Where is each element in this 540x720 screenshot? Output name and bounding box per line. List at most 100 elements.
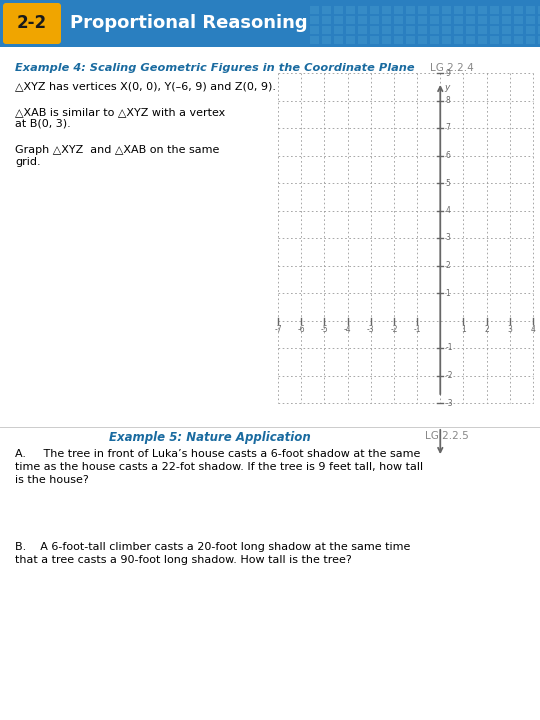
FancyBboxPatch shape <box>418 36 427 44</box>
FancyBboxPatch shape <box>454 26 463 34</box>
FancyBboxPatch shape <box>526 16 535 24</box>
FancyBboxPatch shape <box>478 16 487 24</box>
FancyBboxPatch shape <box>3 3 61 44</box>
FancyBboxPatch shape <box>442 6 451 14</box>
FancyBboxPatch shape <box>310 6 319 14</box>
FancyBboxPatch shape <box>514 6 523 14</box>
Text: -1: -1 <box>413 325 421 335</box>
FancyBboxPatch shape <box>514 16 523 24</box>
FancyBboxPatch shape <box>406 6 415 14</box>
FancyBboxPatch shape <box>382 16 391 24</box>
FancyBboxPatch shape <box>430 16 439 24</box>
FancyBboxPatch shape <box>538 16 540 24</box>
Text: -3: -3 <box>446 398 453 408</box>
FancyBboxPatch shape <box>334 36 343 44</box>
FancyBboxPatch shape <box>454 36 463 44</box>
FancyBboxPatch shape <box>430 36 439 44</box>
FancyBboxPatch shape <box>322 6 331 14</box>
FancyBboxPatch shape <box>418 6 427 14</box>
Text: B.    A 6-foot-tall climber casts a 20-foot long shadow at the same time
that a : B. A 6-foot-tall climber casts a 20-foot… <box>15 542 410 565</box>
Text: 7: 7 <box>446 124 450 132</box>
FancyBboxPatch shape <box>442 26 451 34</box>
FancyBboxPatch shape <box>394 26 403 34</box>
FancyBboxPatch shape <box>526 6 535 14</box>
FancyBboxPatch shape <box>538 26 540 34</box>
FancyBboxPatch shape <box>526 26 535 34</box>
Text: Graph △XYZ  and △XAB on the same
grid.: Graph △XYZ and △XAB on the same grid. <box>15 145 219 166</box>
FancyBboxPatch shape <box>490 16 499 24</box>
FancyBboxPatch shape <box>346 16 355 24</box>
FancyBboxPatch shape <box>406 26 415 34</box>
FancyBboxPatch shape <box>358 36 367 44</box>
Text: 4: 4 <box>531 325 536 335</box>
FancyBboxPatch shape <box>346 6 355 14</box>
FancyBboxPatch shape <box>478 36 487 44</box>
FancyBboxPatch shape <box>394 16 403 24</box>
Text: Proportional Reasoning: Proportional Reasoning <box>70 14 308 32</box>
FancyBboxPatch shape <box>382 36 391 44</box>
FancyBboxPatch shape <box>418 16 427 24</box>
Text: A.     The tree in front of Luka’s house casts a 6-foot shadow at the same
time : A. The tree in front of Luka’s house cas… <box>15 449 423 485</box>
FancyBboxPatch shape <box>382 26 391 34</box>
FancyBboxPatch shape <box>442 16 451 24</box>
FancyBboxPatch shape <box>454 6 463 14</box>
Text: -4: -4 <box>344 325 352 335</box>
FancyBboxPatch shape <box>430 26 439 34</box>
FancyBboxPatch shape <box>514 26 523 34</box>
FancyBboxPatch shape <box>322 26 331 34</box>
Text: -6: -6 <box>298 325 305 335</box>
FancyBboxPatch shape <box>478 6 487 14</box>
FancyBboxPatch shape <box>466 16 475 24</box>
Text: -5: -5 <box>321 325 328 335</box>
Text: LG 2.2.5: LG 2.2.5 <box>425 431 469 441</box>
FancyBboxPatch shape <box>310 16 319 24</box>
FancyBboxPatch shape <box>322 36 331 44</box>
Text: 2-2: 2-2 <box>17 14 47 32</box>
FancyBboxPatch shape <box>358 26 367 34</box>
Text: LG 2.2.4: LG 2.2.4 <box>430 63 474 73</box>
FancyBboxPatch shape <box>502 26 511 34</box>
FancyBboxPatch shape <box>358 16 367 24</box>
Text: 8: 8 <box>446 96 450 105</box>
FancyBboxPatch shape <box>466 36 475 44</box>
FancyBboxPatch shape <box>0 0 540 47</box>
Text: 4: 4 <box>446 206 450 215</box>
Text: 1: 1 <box>446 289 450 297</box>
FancyBboxPatch shape <box>382 6 391 14</box>
FancyBboxPatch shape <box>430 6 439 14</box>
Text: △XAB is similar to △XYZ with a vertex
at B(0, 3).: △XAB is similar to △XYZ with a vertex at… <box>15 107 225 129</box>
FancyBboxPatch shape <box>370 16 379 24</box>
FancyBboxPatch shape <box>502 16 511 24</box>
Text: 2: 2 <box>484 325 489 335</box>
FancyBboxPatch shape <box>478 26 487 34</box>
Text: △XYZ has vertices X(0, 0), Y(–6, 9) and Z(0, 9).: △XYZ has vertices X(0, 0), Y(–6, 9) and … <box>15 81 276 91</box>
FancyBboxPatch shape <box>490 36 499 44</box>
Text: 6: 6 <box>446 151 450 160</box>
FancyBboxPatch shape <box>370 36 379 44</box>
Text: -2: -2 <box>390 325 397 335</box>
FancyBboxPatch shape <box>346 26 355 34</box>
Text: 2: 2 <box>446 261 450 270</box>
FancyBboxPatch shape <box>370 6 379 14</box>
FancyBboxPatch shape <box>490 26 499 34</box>
FancyBboxPatch shape <box>538 6 540 14</box>
Text: Example 4: Scaling Geometric Figures in the Coordinate Plane: Example 4: Scaling Geometric Figures in … <box>15 63 415 73</box>
FancyBboxPatch shape <box>334 26 343 34</box>
FancyBboxPatch shape <box>454 16 463 24</box>
FancyBboxPatch shape <box>502 6 511 14</box>
FancyBboxPatch shape <box>334 6 343 14</box>
Text: 9: 9 <box>446 68 450 78</box>
Text: -7: -7 <box>274 325 282 335</box>
FancyBboxPatch shape <box>526 36 535 44</box>
Text: -2: -2 <box>446 371 453 380</box>
FancyBboxPatch shape <box>358 6 367 14</box>
Text: -3: -3 <box>367 325 375 335</box>
FancyBboxPatch shape <box>310 26 319 34</box>
Text: 5: 5 <box>446 179 450 187</box>
FancyBboxPatch shape <box>502 36 511 44</box>
Text: -1: -1 <box>446 343 453 353</box>
FancyBboxPatch shape <box>490 6 499 14</box>
FancyBboxPatch shape <box>406 36 415 44</box>
FancyBboxPatch shape <box>538 36 540 44</box>
FancyBboxPatch shape <box>310 36 319 44</box>
